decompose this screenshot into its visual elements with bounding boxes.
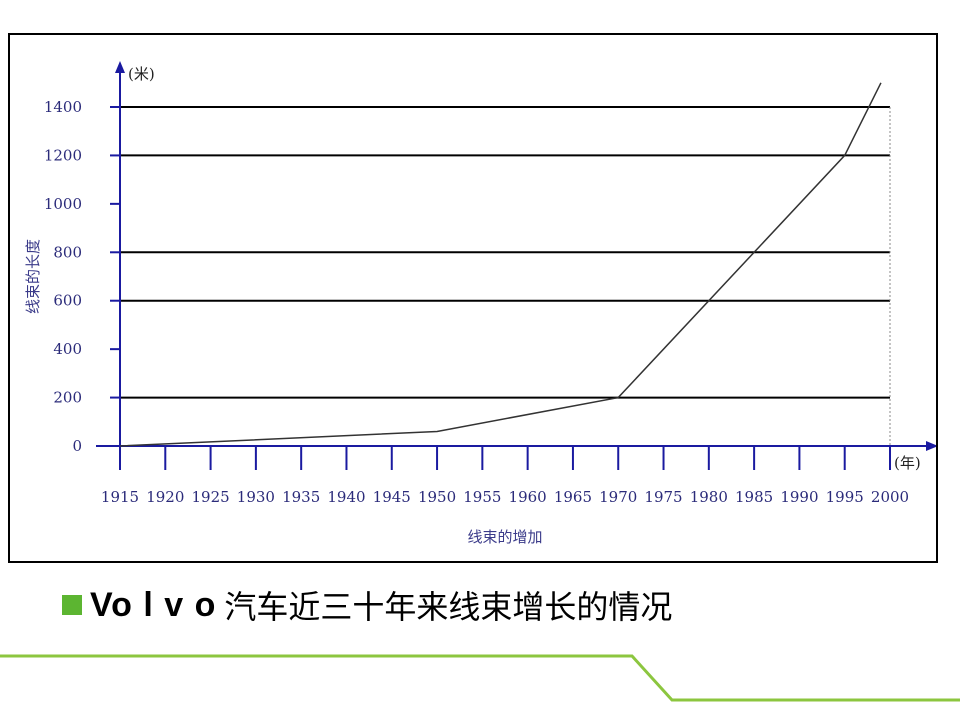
y-tick-label-1000: 1000 [44,195,82,213]
y-tick-label-400: 400 [53,340,82,358]
x-axis-arrow [926,441,936,451]
x-tick-label-1970: 1970 [599,488,637,506]
y-tick-label-600: 600 [53,292,82,310]
x-tick-label-1965: 1965 [554,488,592,506]
x-tick-label-1980: 1980 [690,488,728,506]
caption-row: Vo l v o 汽车近三十年来线束增长的情况 [62,580,672,630]
x-unit-label: (年) [894,454,921,472]
x-tick-label-1935: 1935 [282,488,320,506]
x-tick-label-1955: 1955 [463,488,501,506]
y-tick-label-200: 200 [53,389,82,407]
square-bullet-icon [62,595,82,615]
x-axis-title: 线束的增加 [467,528,542,546]
series-line-0 [119,82,882,447]
x-tick-label-1990: 1990 [780,488,818,506]
x-tick-label-1995: 1995 [826,488,864,506]
y-tick-label-1200: 1200 [44,146,82,164]
x-tick-label-1925: 1925 [191,488,229,506]
caption-brand: Vo l v o [90,585,217,624]
x-tick-label-1975: 1975 [644,488,682,506]
x-tick-label-1945: 1945 [373,488,411,506]
x-tick-label-1915: 1915 [101,488,139,506]
chart-frame: 0 200 400 600 800 1000 1200 1400 1915 1920 1925 193… [8,33,938,563]
caption-text: 汽车近三十年来线束增长的情况 [224,588,673,626]
y-axis-arrow [115,61,125,73]
x-tick-label-2000: 2000 [871,488,909,506]
x-tick-label-1985: 1985 [735,488,773,506]
x-tick-label-1960: 1960 [509,488,547,506]
x-tick-label-1950: 1950 [418,488,456,506]
y-tick-label-800: 800 [53,243,82,261]
x-tick-label-1940: 1940 [327,488,365,506]
x-tick-label-1920: 1920 [146,488,184,506]
line-chart: 0 200 400 600 800 1000 1200 1400 1915 1920 1925 193… [24,61,936,546]
y-unit-label: (米) [128,65,155,83]
y-tick-label-0: 0 [72,437,82,455]
decorative-green-line [0,654,960,702]
y-axis-title: 线束的长度 [24,239,42,314]
y-tick-label-1400: 1400 [44,98,82,116]
x-tick-label-1930: 1930 [237,488,275,506]
